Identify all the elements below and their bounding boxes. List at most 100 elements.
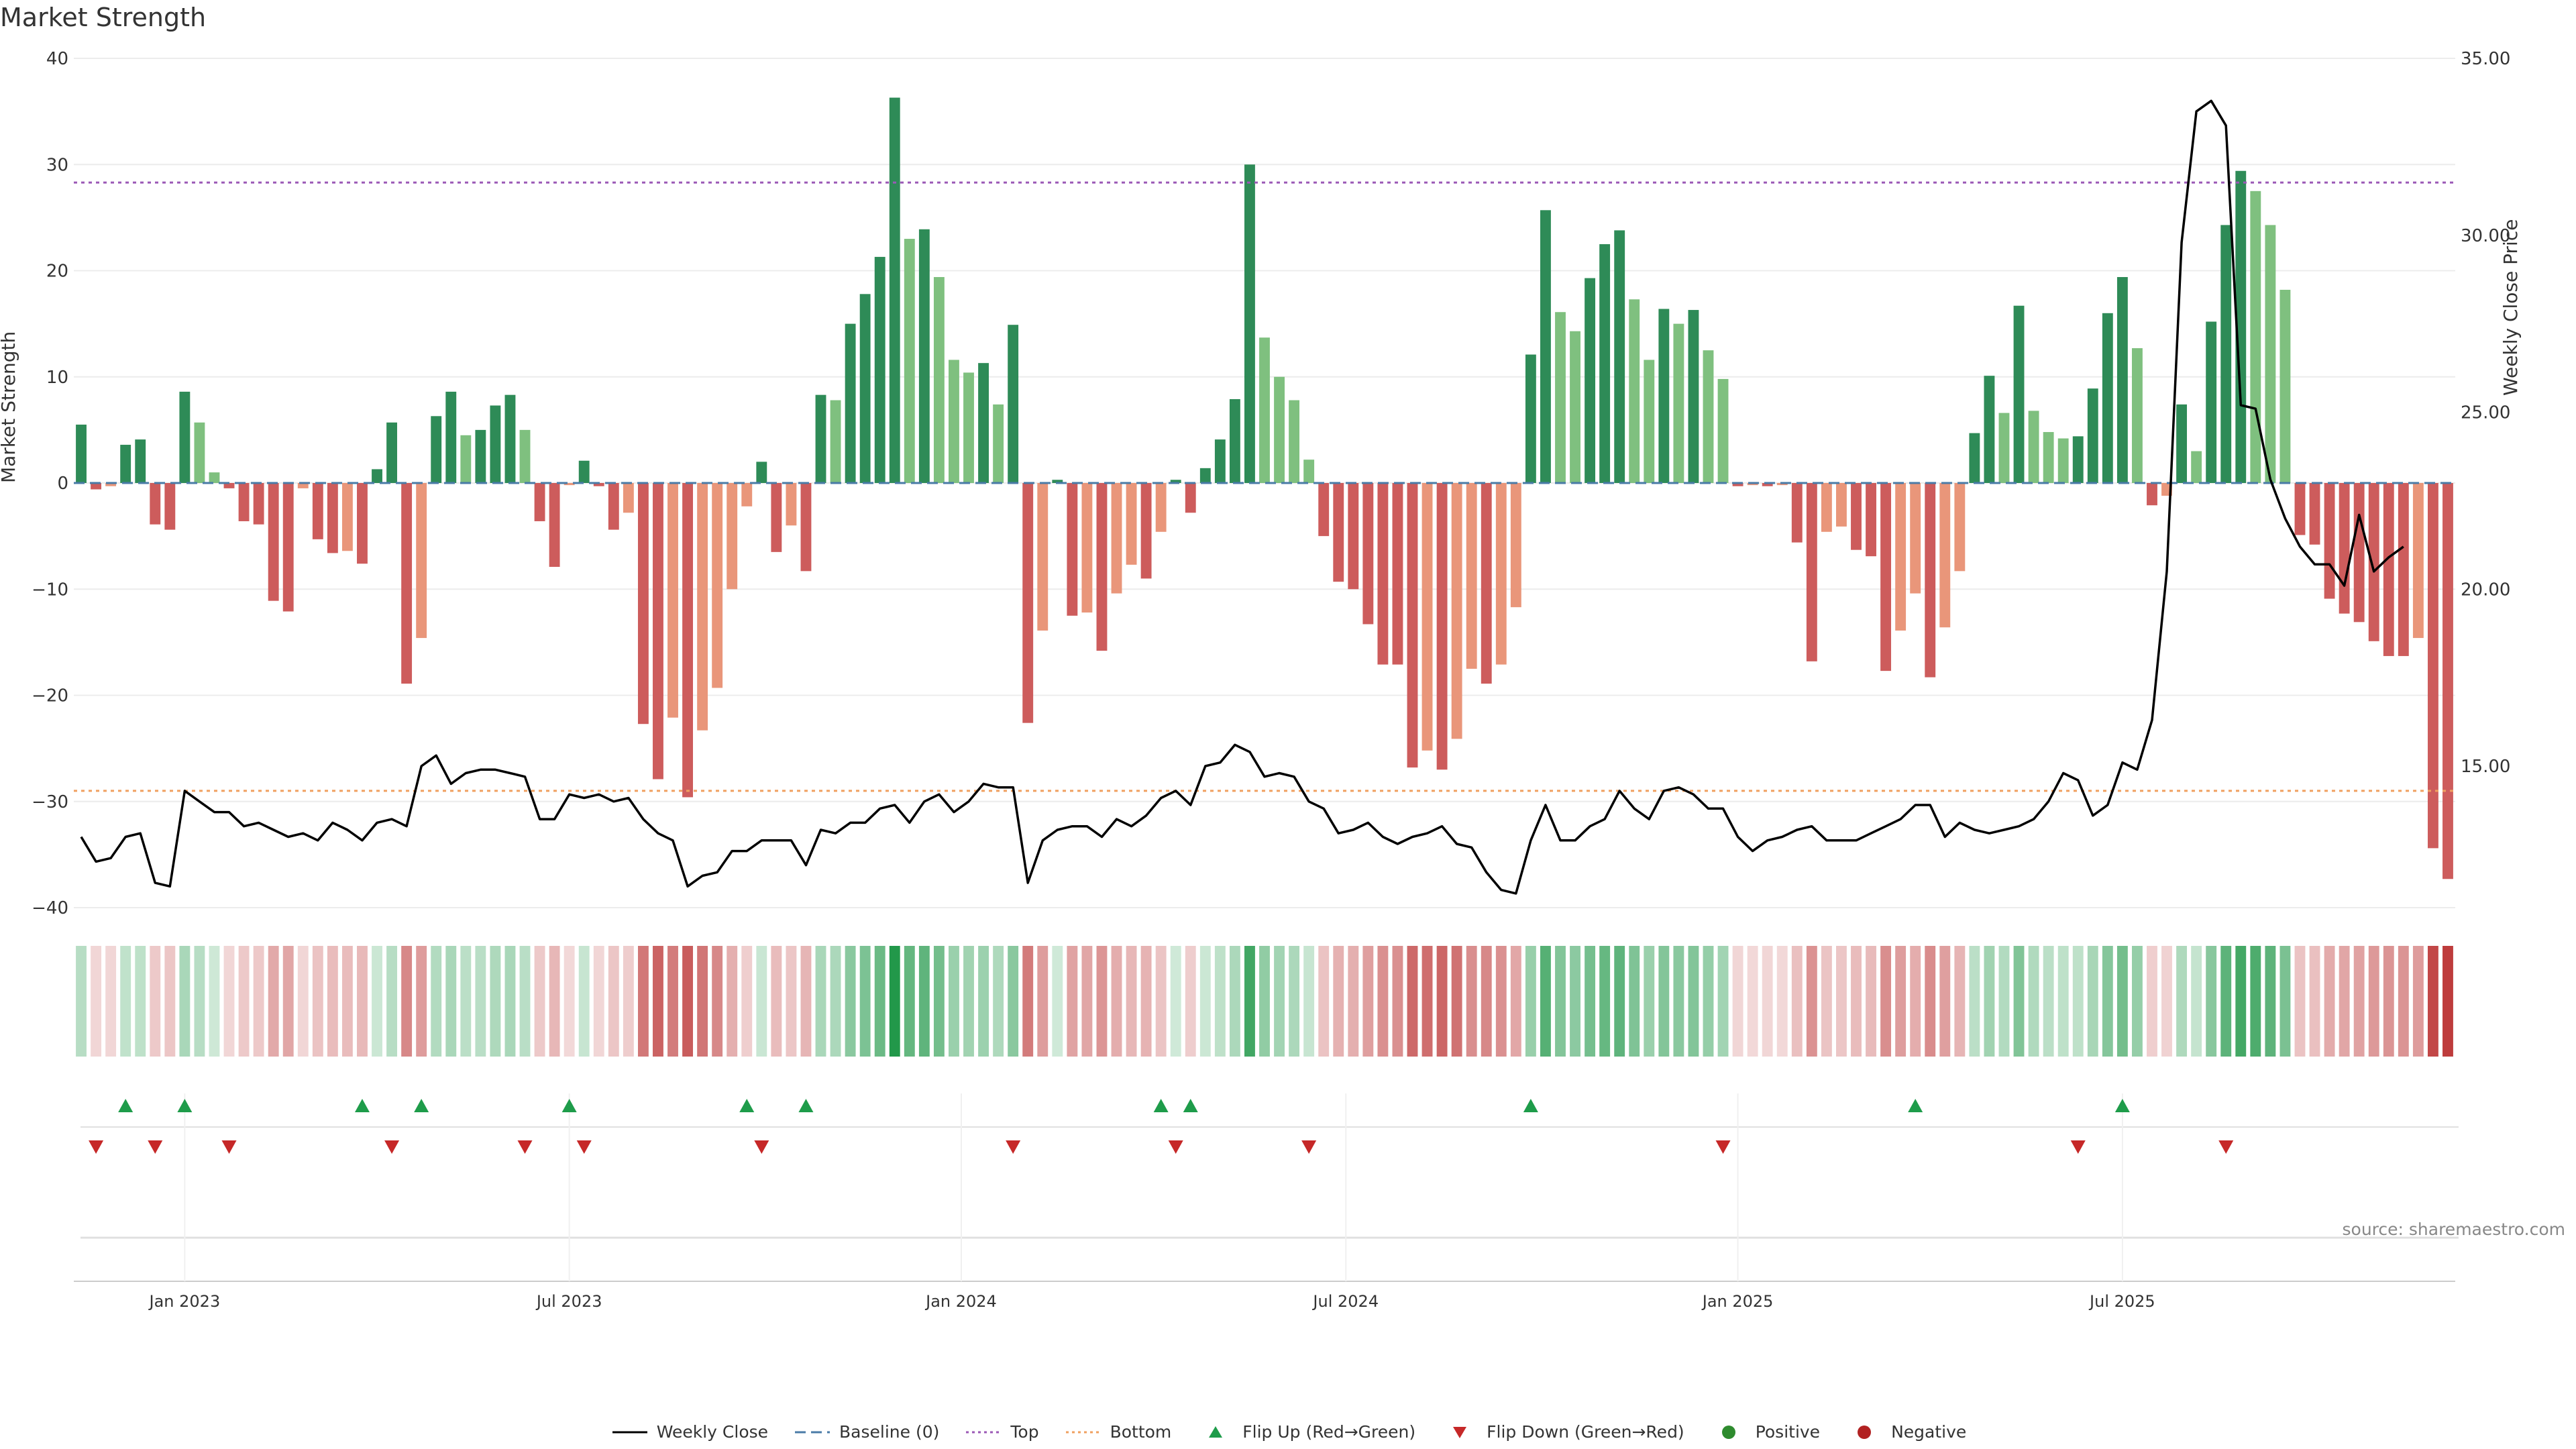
strength-bar <box>1570 331 1580 483</box>
heat-cell <box>1362 946 1374 1057</box>
heat-cell <box>2235 946 2247 1057</box>
strength-bar <box>401 483 413 684</box>
legend-item: Weekly Close <box>610 1422 768 1442</box>
heat-cell <box>1762 946 1773 1057</box>
heat-cell <box>874 946 885 1057</box>
strength-bar <box>1673 323 1684 483</box>
flip-up-marker <box>414 1099 429 1112</box>
heat-cell <box>1851 946 1862 1057</box>
strength-bar <box>578 460 590 483</box>
strength-bar <box>2368 483 2379 641</box>
heat-cell <box>682 946 693 1057</box>
heat-cell <box>1199 946 1211 1057</box>
heat-cell <box>1776 946 1788 1057</box>
heat-cell <box>1969 946 1980 1057</box>
strength-bar <box>1170 480 1181 483</box>
strength-bar <box>859 294 871 483</box>
y-tick-label: 0 <box>57 474 68 494</box>
strength-bar <box>445 391 457 483</box>
legend-glyph <box>1209 1426 1223 1438</box>
strength-bar <box>1585 278 1596 483</box>
heat-cell <box>2443 946 2453 1057</box>
strength-bar <box>2206 321 2217 483</box>
strength-bar <box>653 483 663 780</box>
legend-item: Top <box>963 1422 1039 1442</box>
strength-bar <box>372 469 382 483</box>
strength-bar <box>800 483 812 572</box>
flip-down-marker <box>1301 1140 1317 1154</box>
legend-symbol <box>1858 1425 1872 1439</box>
strength-bar <box>1910 483 1921 594</box>
legend-glyph <box>1858 1425 1872 1439</box>
heat-cell <box>1495 946 1507 1057</box>
strength-bar <box>1067 483 1078 616</box>
strength-bar <box>2043 432 2054 483</box>
strength-bar <box>593 483 604 486</box>
heat-cell <box>800 946 812 1057</box>
strength-bar <box>2265 225 2276 483</box>
strength-bar <box>667 483 678 718</box>
strength-bar <box>1866 483 1876 557</box>
strength-bar <box>1289 400 1300 483</box>
strength-bar <box>1614 230 1625 483</box>
y2-tick-label: 15.00 <box>2461 757 2510 777</box>
heat-cell <box>741 946 753 1057</box>
flip-down-marker <box>89 1140 104 1154</box>
strength-bar <box>357 483 368 564</box>
heat-cell <box>2294 946 2306 1057</box>
heat-cell <box>91 946 102 1057</box>
heat-cell <box>504 946 516 1057</box>
strength-bar <box>1540 210 1551 483</box>
strength-bar <box>845 323 856 483</box>
heat-cell <box>431 946 442 1057</box>
strength-bar <box>135 439 146 483</box>
heat-cell <box>2013 946 2025 1057</box>
heat-cell <box>1866 946 1876 1057</box>
strength-bar <box>564 483 575 486</box>
heat-cell <box>445 946 457 1057</box>
heat-cell <box>949 946 959 1057</box>
strength-bar <box>1776 483 1788 486</box>
y-tick-label: −40 <box>32 898 68 918</box>
strength-bar <box>2339 483 2350 614</box>
heat-cell <box>2412 946 2424 1057</box>
strength-bar <box>1481 483 1492 684</box>
strength-bar <box>1717 378 1729 483</box>
strength-bar <box>268 483 279 601</box>
strength-bar <box>327 483 338 553</box>
strength-bar <box>1185 483 1196 513</box>
heat-cell <box>2072 946 2084 1057</box>
strength-bar <box>2220 225 2232 483</box>
heat-cell <box>1348 946 1359 1057</box>
heat-cell <box>1140 946 1152 1057</box>
strength-bar <box>1214 439 1226 483</box>
x-tick-label: Jul 2024 <box>1311 1292 1379 1311</box>
strength-bar <box>2176 404 2188 483</box>
heat-cell <box>1732 946 1743 1057</box>
heat-cell <box>1925 946 1936 1057</box>
flip-down-marker <box>1006 1140 1021 1154</box>
strength-bar <box>1377 483 1389 665</box>
legend-label: Bottom <box>1110 1422 1172 1442</box>
strength-bar <box>1407 483 1418 768</box>
heat-cell <box>2339 946 2350 1057</box>
strength-bar <box>2147 483 2157 506</box>
flip-up-marker <box>354 1099 370 1112</box>
flip-down-marker <box>517 1140 533 1154</box>
strength-bar <box>1008 325 1019 483</box>
heat-cell <box>1318 946 1330 1057</box>
strength-bar <box>1644 360 1655 483</box>
strength-bar <box>1732 483 1743 486</box>
strength-bar <box>1096 483 1108 651</box>
heat-cell <box>253 946 264 1057</box>
strength-bar <box>608 483 619 530</box>
heat-cell <box>1244 946 1255 1057</box>
heat-cell <box>2383 946 2394 1057</box>
heat-cell <box>845 946 856 1057</box>
heat-cell <box>2131 946 2143 1057</box>
flip-up-marker <box>1523 1099 1538 1112</box>
heat-cell <box>1274 946 1285 1057</box>
heat-cell <box>2353 946 2365 1057</box>
strength-bar <box>1348 483 1359 590</box>
heat-cell <box>2220 946 2232 1057</box>
